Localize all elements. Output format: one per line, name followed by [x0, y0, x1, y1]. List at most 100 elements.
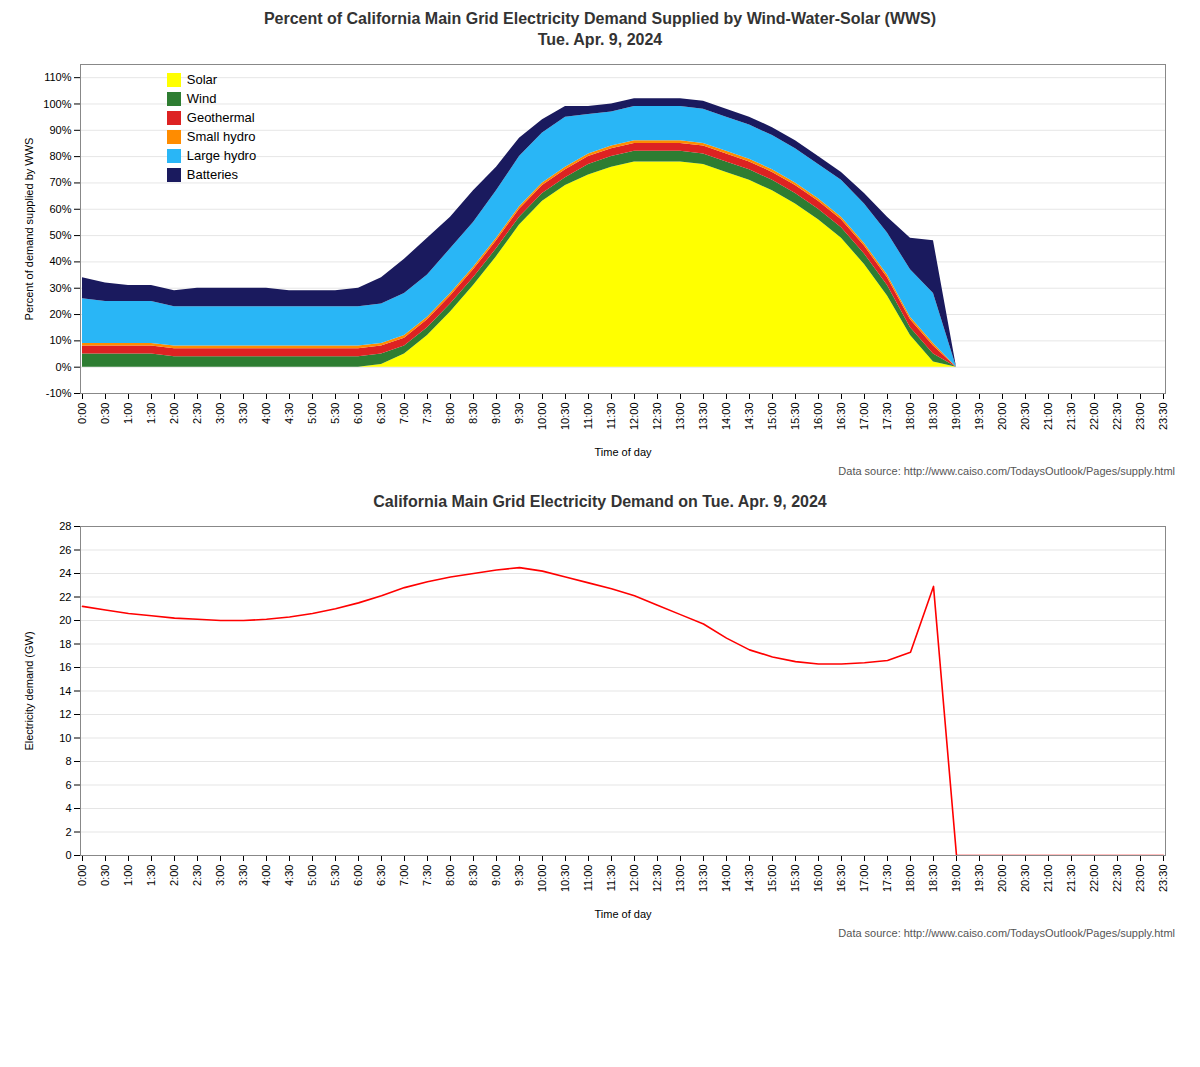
- svg-text:4:00: 4:00: [260, 865, 272, 886]
- svg-text:2:30: 2:30: [191, 865, 203, 886]
- svg-text:70%: 70%: [49, 176, 71, 188]
- svg-text:20: 20: [59, 614, 71, 626]
- svg-text:5:30: 5:30: [329, 403, 341, 424]
- svg-text:16:30: 16:30: [835, 403, 847, 431]
- svg-text:12: 12: [59, 708, 71, 720]
- svg-text:5:00: 5:00: [306, 403, 318, 424]
- svg-text:8:30: 8:30: [467, 865, 479, 886]
- svg-text:12:00: 12:00: [628, 865, 640, 893]
- svg-text:15:30: 15:30: [789, 865, 801, 893]
- svg-text:4: 4: [65, 802, 71, 814]
- svg-text:19:00: 19:00: [950, 403, 962, 431]
- svg-text:16:30: 16:30: [835, 865, 847, 893]
- svg-text:20:00: 20:00: [996, 865, 1008, 893]
- svg-text:10%: 10%: [49, 334, 71, 346]
- svg-text:-10%: -10%: [46, 387, 72, 399]
- svg-text:22:00: 22:00: [1088, 403, 1100, 431]
- svg-text:90%: 90%: [49, 124, 71, 136]
- svg-text:3:30: 3:30: [237, 865, 249, 886]
- svg-text:100%: 100%: [43, 98, 71, 110]
- svg-text:1:00: 1:00: [122, 865, 134, 886]
- svg-text:17:00: 17:00: [858, 865, 870, 893]
- svg-text:7:00: 7:00: [398, 403, 410, 424]
- svg-text:23:00: 23:00: [1134, 403, 1146, 431]
- svg-text:8:30: 8:30: [467, 403, 479, 424]
- svg-text:0:30: 0:30: [99, 403, 111, 424]
- svg-text:2:30: 2:30: [191, 403, 203, 424]
- svg-text:10:00: 10:00: [536, 403, 548, 431]
- svg-text:13:00: 13:00: [674, 403, 686, 431]
- svg-text:18:30: 18:30: [927, 403, 939, 431]
- svg-text:3:30: 3:30: [237, 403, 249, 424]
- svg-text:1:30: 1:30: [145, 403, 157, 424]
- svg-text:14:00: 14:00: [720, 403, 732, 431]
- svg-text:18:00: 18:00: [904, 403, 916, 431]
- svg-text:110%: 110%: [44, 71, 72, 83]
- svg-text:15:00: 15:00: [766, 865, 778, 893]
- svg-text:22: 22: [59, 591, 71, 603]
- svg-text:0:30: 0:30: [99, 865, 111, 886]
- svg-text:20:30: 20:30: [1019, 403, 1031, 431]
- svg-text:0%: 0%: [56, 361, 72, 373]
- svg-text:8: 8: [65, 755, 71, 767]
- svg-text:17:30: 17:30: [881, 865, 893, 893]
- svg-text:2:00: 2:00: [168, 865, 180, 886]
- svg-text:24: 24: [59, 567, 71, 579]
- svg-text:5:00: 5:00: [306, 865, 318, 886]
- svg-text:11:30: 11:30: [605, 865, 617, 892]
- svg-text:1:00: 1:00: [122, 403, 134, 424]
- svg-text:17:30: 17:30: [881, 403, 893, 431]
- svg-text:21:30: 21:30: [1065, 403, 1077, 431]
- svg-text:12:30: 12:30: [651, 403, 663, 431]
- svg-text:11:00: 11:00: [582, 865, 594, 892]
- svg-text:9:30: 9:30: [513, 403, 525, 424]
- svg-text:18:00: 18:00: [904, 865, 916, 893]
- svg-text:9:00: 9:00: [490, 865, 502, 886]
- svg-text:6:00: 6:00: [352, 865, 364, 886]
- svg-text:7:30: 7:30: [421, 865, 433, 886]
- svg-text:15:30: 15:30: [789, 403, 801, 431]
- svg-text:21:30: 21:30: [1065, 865, 1077, 893]
- svg-text:4:30: 4:30: [283, 403, 295, 424]
- svg-text:6:30: 6:30: [375, 403, 387, 424]
- svg-text:20%: 20%: [49, 308, 71, 320]
- svg-text:18: 18: [59, 638, 71, 650]
- svg-text:20:30: 20:30: [1019, 865, 1031, 893]
- svg-text:23:00: 23:00: [1134, 865, 1146, 893]
- svg-text:11:30: 11:30: [605, 403, 617, 430]
- svg-text:14: 14: [59, 685, 71, 697]
- svg-text:6:00: 6:00: [352, 403, 364, 424]
- svg-text:0:00: 0:00: [76, 403, 88, 424]
- svg-text:3:00: 3:00: [214, 865, 226, 886]
- svg-text:16:00: 16:00: [812, 865, 824, 893]
- svg-text:10:30: 10:30: [559, 865, 571, 893]
- svg-text:14:30: 14:30: [743, 865, 755, 893]
- svg-text:4:00: 4:00: [260, 403, 272, 424]
- svg-text:2:00: 2:00: [168, 403, 180, 424]
- svg-text:14:00: 14:00: [720, 865, 732, 893]
- svg-text:3:00: 3:00: [214, 403, 226, 424]
- svg-text:6: 6: [65, 779, 71, 791]
- svg-text:22:30: 22:30: [1111, 865, 1123, 893]
- svg-text:26: 26: [59, 544, 71, 556]
- svg-text:13:30: 13:30: [697, 865, 709, 893]
- svg-text:Time of day: Time of day: [594, 446, 652, 458]
- svg-text:21:00: 21:00: [1042, 403, 1054, 431]
- svg-text:17:00: 17:00: [858, 403, 870, 431]
- svg-text:2: 2: [65, 826, 71, 838]
- svg-text:12:30: 12:30: [651, 865, 663, 893]
- svg-text:28: 28: [59, 520, 71, 532]
- svg-text:1:30: 1:30: [145, 865, 157, 886]
- svg-text:Electricity demand (GW): Electricity demand (GW): [23, 631, 35, 750]
- svg-text:0:00: 0:00: [76, 865, 88, 886]
- svg-text:10:30: 10:30: [559, 403, 571, 431]
- svg-text:22:00: 22:00: [1088, 865, 1100, 893]
- svg-text:18:30: 18:30: [927, 865, 939, 893]
- svg-text:4:30: 4:30: [283, 865, 295, 886]
- svg-text:19:30: 19:30: [973, 403, 985, 431]
- svg-text:19:00: 19:00: [950, 865, 962, 893]
- svg-text:16:00: 16:00: [812, 403, 824, 431]
- svg-text:7:30: 7:30: [421, 403, 433, 424]
- svg-text:16: 16: [59, 661, 71, 673]
- svg-text:30%: 30%: [49, 282, 71, 294]
